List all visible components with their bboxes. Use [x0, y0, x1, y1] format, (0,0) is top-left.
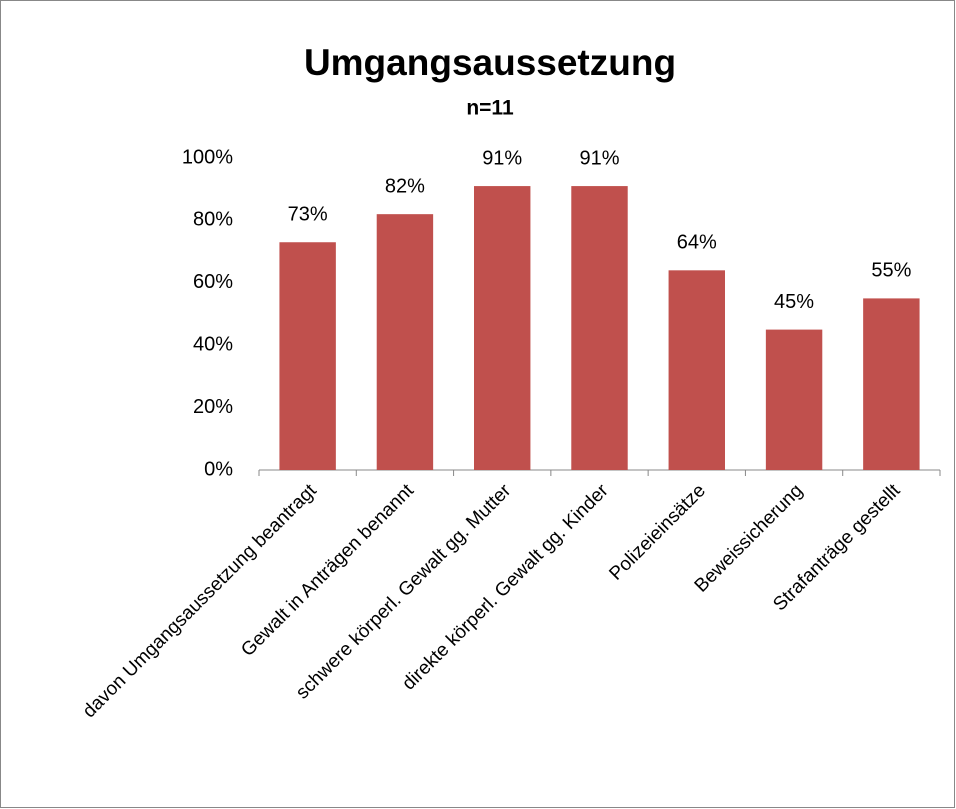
value-label: 55%: [871, 260, 911, 282]
bar: [863, 298, 920, 470]
value-label: 64%: [677, 232, 717, 254]
chart-subtitle: n=11: [466, 97, 514, 120]
value-label: 91%: [579, 147, 619, 169]
value-label: 73%: [288, 204, 328, 226]
bar: [765, 329, 823, 470]
bar: [668, 270, 725, 470]
y-tick-label: 100%: [182, 146, 233, 168]
value-label: 45%: [774, 291, 814, 313]
y-tick-label: 40%: [193, 333, 233, 355]
chart-title: Umgangsaussetzung: [304, 42, 676, 83]
value-label: 82%: [385, 175, 425, 197]
bar: [474, 186, 531, 470]
bar: [279, 242, 336, 470]
bar: [571, 186, 628, 470]
bar: [376, 214, 434, 470]
y-tick-label: 60%: [193, 271, 233, 293]
y-tick-label: 80%: [193, 209, 233, 231]
value-label: 91%: [482, 147, 522, 169]
y-tick-label: 0%: [204, 458, 233, 480]
y-tick-label: 20%: [193, 396, 233, 418]
